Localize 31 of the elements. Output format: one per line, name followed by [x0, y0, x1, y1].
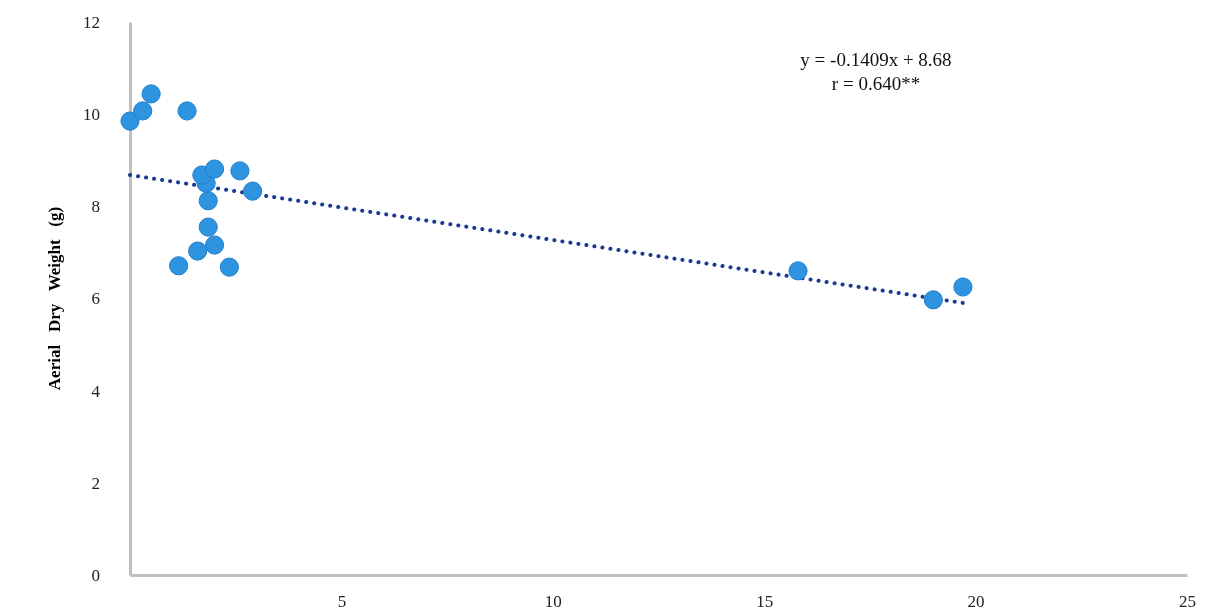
y-tick-label: 10	[83, 105, 100, 125]
point	[141, 84, 161, 104]
point	[204, 235, 225, 255]
point	[219, 257, 239, 277]
x-tick-label: 10	[544, 592, 562, 612]
y-tick-label: 6	[91, 289, 100, 309]
x-tick-label: 20	[967, 592, 985, 612]
point	[120, 111, 140, 131]
point	[169, 256, 189, 276]
point	[133, 101, 153, 121]
annotation: r = 0.640**	[831, 73, 921, 94]
point	[243, 181, 263, 201]
x-tick-label: 15	[756, 592, 774, 612]
y-tick-label: 4	[91, 381, 101, 401]
y-tick-label: 0	[91, 565, 100, 585]
point	[923, 290, 943, 310]
point	[953, 277, 973, 297]
y-tick-label: 12	[83, 12, 100, 32]
x-tick-label: 25	[1179, 592, 1196, 612]
point	[230, 161, 250, 181]
point	[188, 241, 208, 261]
point	[177, 101, 197, 121]
x-tick-label: 5	[337, 592, 347, 612]
point	[788, 261, 808, 281]
point	[198, 217, 218, 237]
point	[204, 159, 225, 179]
y-tick-label: 2	[91, 473, 100, 493]
y-axis-title: Aerial Dry Weight (g)	[45, 206, 64, 391]
point	[198, 191, 218, 211]
y-tick-label: 8	[91, 197, 100, 217]
annotation: y = -0.1409x + 8.68	[800, 49, 952, 70]
